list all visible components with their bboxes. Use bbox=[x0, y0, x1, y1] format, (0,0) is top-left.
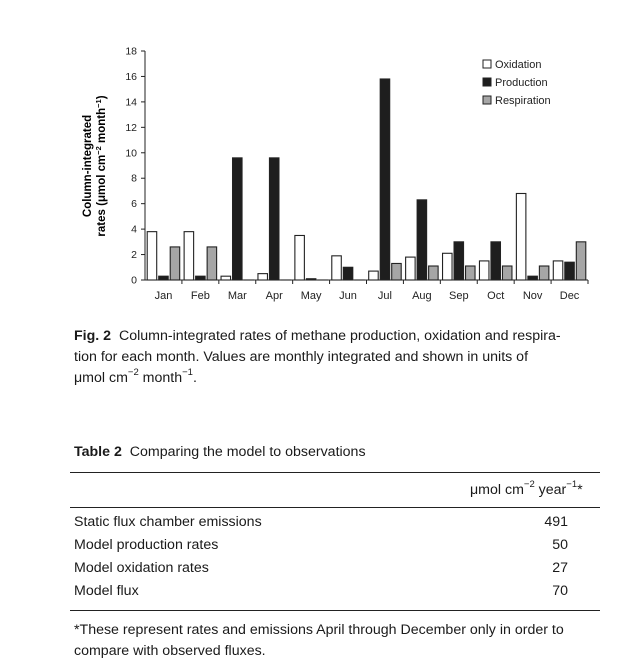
bar-production bbox=[268, 157, 280, 281]
row-label: Model production rates bbox=[74, 537, 219, 553]
legend-swatch-production bbox=[482, 77, 492, 87]
table-title: Table 2 Comparing the model to observati… bbox=[74, 444, 366, 460]
x-tick-label: Jul bbox=[378, 290, 392, 302]
row-value: 491 bbox=[544, 514, 568, 530]
row-label: Model oxidation rates bbox=[74, 560, 209, 576]
bar-respiration bbox=[391, 262, 402, 281]
bar-production bbox=[305, 278, 317, 281]
footnote-line-2: compare with observed fluxes. bbox=[74, 643, 266, 659]
table-header-rule bbox=[70, 507, 600, 508]
y-axis-label: Column-integrated rates (μmol cm−2 month… bbox=[82, 95, 108, 236]
bar-oxidation bbox=[257, 273, 269, 281]
bar-oxidation bbox=[220, 275, 232, 281]
x-tick-label: Aug bbox=[412, 290, 432, 302]
y-tick-label: 4 bbox=[131, 224, 137, 236]
y-tick-label: 10 bbox=[125, 147, 137, 159]
bar-respiration bbox=[206, 246, 218, 281]
x-tick-label: Oct bbox=[487, 290, 504, 302]
legend-label-respiration: Respiration bbox=[495, 95, 551, 107]
table-row: Static flux chamber emissions 491 bbox=[74, 514, 594, 536]
bar-oxidation bbox=[441, 252, 453, 281]
table-unit-header: μmol cm−2 year−1* bbox=[470, 479, 583, 498]
caption-line-1: Fig. 2 Column-integrated rates of methan… bbox=[74, 326, 602, 347]
y-tick-label: 12 bbox=[125, 122, 137, 134]
bar-production bbox=[490, 241, 502, 281]
bars bbox=[146, 78, 587, 281]
bar-respiration bbox=[575, 241, 587, 281]
bar-oxidation bbox=[331, 255, 342, 281]
bar-respiration bbox=[428, 265, 439, 281]
x-tick-label: Sep bbox=[449, 290, 469, 302]
y-tick-label: 0 bbox=[131, 275, 137, 287]
bar-respiration bbox=[501, 265, 513, 281]
bar-respiration bbox=[538, 265, 550, 281]
table-bottom-rule bbox=[70, 610, 600, 611]
y-ticks: 0 2 4 6 8 10 12 14 16 18 bbox=[125, 46, 145, 287]
table-row: Model flux 70 bbox=[74, 583, 594, 605]
bar-oxidation bbox=[515, 192, 527, 281]
table-label: Table 2 bbox=[74, 444, 122, 460]
bar-oxidation bbox=[405, 256, 416, 281]
table-title-text: Comparing the model to observations bbox=[129, 444, 366, 460]
bar-production bbox=[342, 266, 354, 281]
bar-production bbox=[453, 241, 465, 281]
row-value: 27 bbox=[552, 560, 568, 576]
y-axis-label-line2: rates (μmol cm−2 month−1) bbox=[94, 95, 108, 236]
table-top-rule bbox=[70, 472, 600, 473]
bar-oxidation bbox=[146, 231, 158, 281]
x-tick-label: Feb bbox=[191, 290, 210, 302]
legend-label-oxidation: Oxidation bbox=[495, 59, 541, 71]
legend-label-production: Production bbox=[495, 77, 548, 89]
caption-label: Fig. 2 bbox=[74, 328, 112, 344]
row-label: Model flux bbox=[74, 583, 139, 599]
row-value: 70 bbox=[552, 583, 568, 599]
bar-production bbox=[527, 275, 538, 281]
x-tick-label: Mar bbox=[228, 290, 247, 302]
x-tick-label: Nov bbox=[523, 290, 543, 302]
y-tick-label: 16 bbox=[125, 71, 137, 83]
row-value: 50 bbox=[552, 537, 568, 553]
caption-line-2: tion for each month. Values are monthly … bbox=[74, 349, 529, 365]
caption-line-3: μmol cm−2 month−1. bbox=[74, 367, 197, 386]
figure-caption: Fig. 2 Column-integrated rates of methan… bbox=[74, 326, 602, 389]
x-tick-label: May bbox=[301, 290, 322, 302]
x-ticks: Jan Feb Mar Apr May Jun Jul Aug Sep Oct Nov Dec bbox=[155, 280, 589, 302]
x-tick-label: Jan bbox=[155, 290, 173, 302]
bar-oxidation bbox=[478, 260, 490, 281]
bar-production bbox=[158, 275, 169, 281]
bar-chart: Column-integrated rates (μmol cm−2 month… bbox=[82, 46, 589, 302]
table-footnote: *These represent rates and emissions Apr… bbox=[74, 620, 604, 662]
bar-production bbox=[231, 157, 243, 281]
caption-text-1: Column-integrated rates of methane produ… bbox=[118, 328, 561, 344]
x-tick-label: Dec bbox=[560, 290, 580, 302]
bar-oxidation bbox=[368, 270, 379, 281]
bar-respiration bbox=[169, 246, 181, 281]
y-tick-label: 14 bbox=[125, 96, 137, 108]
row-label: Static flux chamber emissions bbox=[74, 514, 262, 530]
bar-respiration bbox=[464, 265, 476, 281]
bar-oxidation bbox=[183, 231, 195, 281]
bar-oxidation bbox=[552, 260, 564, 281]
table-row: Model oxidation rates 27 bbox=[74, 560, 594, 582]
y-axis-label-line1: Column-integrated bbox=[82, 115, 94, 217]
bar-production bbox=[416, 199, 428, 281]
legend-swatch-oxidation bbox=[482, 59, 492, 69]
legend: Oxidation Production Respiration bbox=[482, 59, 551, 107]
bar-production bbox=[564, 261, 575, 281]
bar-production bbox=[379, 78, 391, 281]
bar-oxidation bbox=[294, 234, 305, 281]
x-tick-label: Jun bbox=[339, 290, 357, 302]
x-tick-label: Apr bbox=[266, 290, 283, 302]
legend-swatch-respiration bbox=[482, 95, 492, 105]
y-tick-label: 6 bbox=[131, 198, 137, 210]
y-tick-label: 2 bbox=[131, 249, 137, 261]
table-row: Model production rates 50 bbox=[74, 537, 594, 559]
y-tick-label: 18 bbox=[125, 46, 137, 58]
bar-production bbox=[195, 275, 206, 281]
y-tick-label: 8 bbox=[131, 173, 137, 185]
footnote-line-1: *These represent rates and emissions Apr… bbox=[74, 622, 564, 638]
